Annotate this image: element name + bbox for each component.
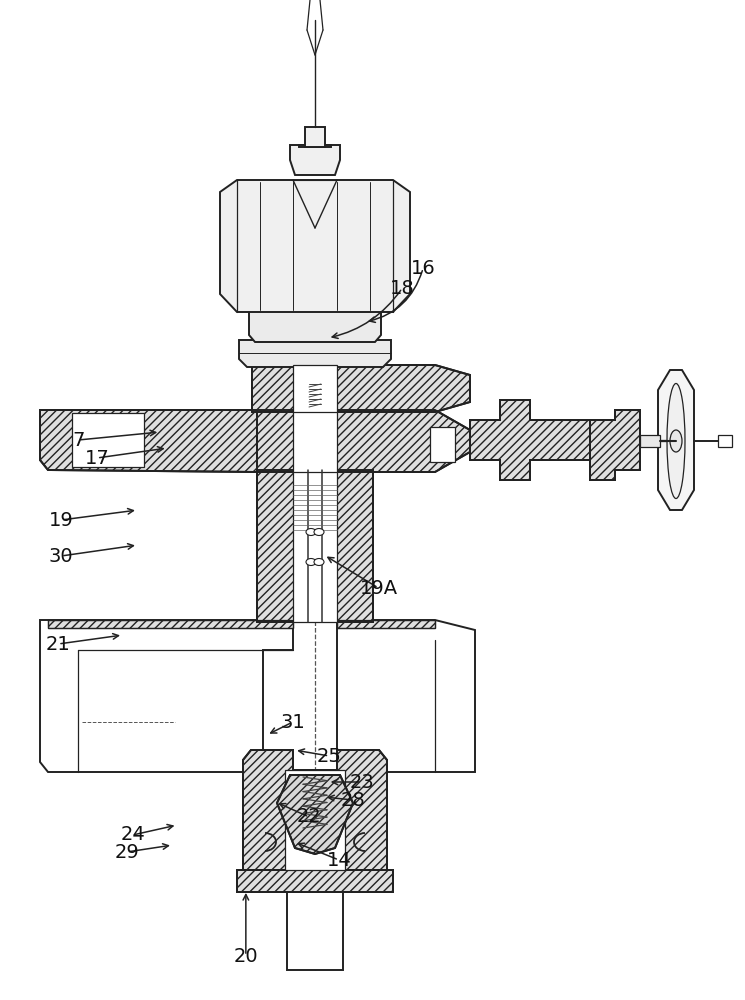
Bar xyxy=(293,365,337,412)
Polygon shape xyxy=(590,410,640,480)
Bar xyxy=(293,470,337,622)
Polygon shape xyxy=(220,180,410,312)
Ellipse shape xyxy=(314,558,324,566)
Text: 23: 23 xyxy=(349,772,375,792)
Polygon shape xyxy=(48,620,293,628)
Polygon shape xyxy=(257,410,470,472)
Polygon shape xyxy=(337,620,475,772)
Polygon shape xyxy=(257,470,373,622)
Bar xyxy=(718,435,732,447)
Polygon shape xyxy=(305,127,325,147)
Text: 14: 14 xyxy=(326,850,352,869)
Text: 25: 25 xyxy=(317,746,342,766)
Text: 18: 18 xyxy=(390,278,415,298)
Bar xyxy=(293,410,337,472)
Bar xyxy=(430,427,455,462)
Text: 20: 20 xyxy=(233,946,259,966)
Text: 19A: 19A xyxy=(359,578,398,597)
Text: 22: 22 xyxy=(297,808,322,826)
Polygon shape xyxy=(337,620,435,628)
Ellipse shape xyxy=(306,558,316,566)
Polygon shape xyxy=(239,340,391,367)
Bar xyxy=(72,413,144,467)
Text: 21: 21 xyxy=(45,635,71,654)
Polygon shape xyxy=(243,750,387,870)
Text: 30: 30 xyxy=(48,546,74,566)
Ellipse shape xyxy=(670,430,682,452)
Bar xyxy=(287,890,343,970)
Bar xyxy=(285,770,345,870)
Polygon shape xyxy=(252,365,470,412)
Text: 7: 7 xyxy=(72,430,84,450)
Bar xyxy=(640,435,660,447)
Text: 28: 28 xyxy=(340,790,366,810)
Polygon shape xyxy=(277,775,353,854)
Ellipse shape xyxy=(306,528,316,536)
Text: 19: 19 xyxy=(48,510,74,530)
Text: 16: 16 xyxy=(410,258,436,277)
Polygon shape xyxy=(237,870,393,892)
Text: 29: 29 xyxy=(114,842,139,861)
Polygon shape xyxy=(658,370,694,510)
Polygon shape xyxy=(299,145,331,147)
Polygon shape xyxy=(40,410,257,472)
Ellipse shape xyxy=(667,383,685,498)
Text: 24: 24 xyxy=(120,826,145,844)
Ellipse shape xyxy=(314,528,324,536)
Text: 17: 17 xyxy=(84,448,110,468)
Polygon shape xyxy=(40,620,293,772)
Polygon shape xyxy=(470,400,590,480)
Polygon shape xyxy=(249,310,381,342)
Polygon shape xyxy=(290,145,340,175)
Text: 31: 31 xyxy=(280,712,305,732)
